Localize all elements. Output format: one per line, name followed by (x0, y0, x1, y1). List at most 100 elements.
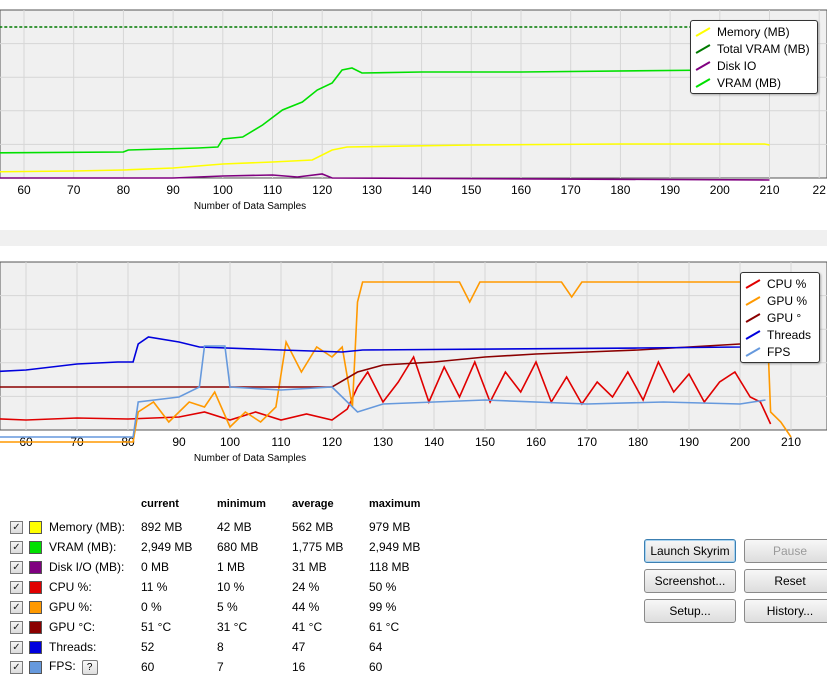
stat-label: Threads: (49, 640, 97, 654)
show-series-checkbox[interactable]: ✓ (10, 620, 23, 634)
pause-button[interactable]: Pause (744, 539, 827, 563)
x-tick-label: 150 (461, 183, 481, 197)
x-tick-label: 190 (679, 435, 699, 449)
legend-item: Disk IO (695, 57, 813, 74)
stat-maximum: 99 % (369, 600, 397, 614)
x-tick-label: 100 (213, 183, 233, 197)
stat-average: 24 % (292, 580, 320, 594)
setup-button[interactable]: Setup... (644, 599, 736, 623)
series-line-threads (0, 336, 761, 373)
stat-minimum: 5 % (217, 600, 238, 614)
show-series-checkbox[interactable]: ✓ (10, 660, 23, 674)
stat-minimum: 680 MB (217, 540, 259, 554)
series-color-swatch[interactable] (29, 660, 42, 674)
stat-average: 562 MB (292, 520, 334, 534)
performance-chart-legend: CPU % GPU % GPU ° Threads FPS (740, 272, 820, 363)
memory-chart-legend: Memory (MB) Total VRAM (MB) Disk IO VRAM (M… (690, 20, 818, 94)
stat-current: 60 (141, 660, 155, 674)
series-color-swatch[interactable] (29, 540, 42, 554)
legend-swatch (695, 60, 711, 71)
show-series-checkbox[interactable]: ✓ (10, 520, 23, 534)
stat-maximum: 118 MB (369, 560, 410, 574)
stat-row: ✓ Memory (MB): 892 MB 42 MB 562 MB 979 MB (0, 517, 600, 537)
stat-minimum: 1 MB (217, 560, 246, 574)
stat-current: 892 MB (141, 520, 183, 534)
legend-swatch (745, 312, 761, 323)
header-maximum: maximum (369, 498, 421, 510)
x-tick-label: 120 (312, 183, 332, 197)
legend-swatch (695, 77, 711, 88)
legend-label: CPU % (767, 276, 807, 291)
show-series-checkbox[interactable]: ✓ (10, 600, 23, 614)
legend-label: FPS (767, 344, 791, 359)
x-tick-label: 120 (322, 435, 342, 449)
series-color-swatch[interactable] (29, 620, 42, 634)
fps-help-button[interactable]: ? (81, 660, 98, 675)
stat-current: 52 (141, 640, 155, 654)
reset-button[interactable]: Reset (744, 569, 827, 593)
stat-average: 44 % (292, 600, 320, 614)
stat-average: 31 MB (292, 560, 327, 574)
legend-item: GPU % (745, 292, 815, 309)
x-axis-label: Number of Data Samples (194, 201, 306, 212)
memory-chart: 60 70 80 90 100 110 120 130 140 150 160 170 180 190 20… (0, 9, 827, 212)
series-color-swatch[interactable] (29, 520, 42, 534)
stat-current: 11 % (141, 580, 168, 594)
legend-item: VRAM (MB) (695, 74, 813, 91)
stat-row: ✓ FPS:? 60 7 16 60 (0, 657, 600, 677)
series-line-fps (0, 345, 766, 438)
legend-label: GPU ° (767, 310, 802, 325)
stat-average: 47 (292, 640, 306, 654)
x-tick-label: 110 (271, 435, 290, 449)
x-tick-label: 170 (577, 435, 597, 449)
series-color-swatch[interactable] (29, 640, 42, 654)
stat-maximum: 2,949 MB (369, 540, 421, 554)
stat-current: 0 MB (141, 560, 170, 574)
legend-item: GPU ° (745, 309, 815, 326)
legend-swatch (745, 329, 761, 340)
header-current: current (141, 498, 179, 510)
x-axis-label: Number of Data Samples (194, 453, 306, 464)
x-tick-label: 160 (526, 435, 546, 449)
stat-label: VRAM (MB): (49, 540, 117, 554)
x-tick-label: 110 (263, 183, 282, 197)
show-series-checkbox[interactable]: ✓ (10, 580, 23, 594)
legend-item: Threads (745, 326, 815, 343)
history-button[interactable]: History... (744, 599, 827, 623)
stat-average: 1,775 MB (292, 540, 344, 554)
performance-chart: 60 70 80 90 100 110 120 130 140 150 160 170 180 190 20… (0, 261, 827, 464)
series-color-swatch[interactable] (29, 600, 42, 614)
x-tick-label: 130 (373, 435, 393, 449)
show-series-checkbox[interactable]: ✓ (10, 640, 23, 654)
series-color-swatch[interactable] (29, 580, 42, 594)
legend-swatch (745, 278, 761, 289)
stat-label: GPU °C: (49, 620, 96, 634)
launch-skyrim-button[interactable]: Launch Skyrim (644, 539, 736, 563)
legend-label: Total VRAM (MB) (717, 41, 810, 56)
show-series-checkbox[interactable]: ✓ (10, 560, 23, 574)
x-tick-label: 160 (511, 183, 531, 197)
stat-label: Disk I/O (MB): (49, 560, 125, 574)
legend-label: GPU % (767, 293, 808, 308)
legend-swatch (745, 295, 761, 306)
legend-label: Threads (767, 327, 812, 342)
memory-chart-panel: 60 70 80 90 100 110 120 130 140 150 160 170 180 190 20… (0, 0, 827, 230)
series-color-swatch[interactable] (29, 560, 42, 574)
x-tick-label: 180 (628, 435, 648, 449)
x-tick-label: 210 (781, 435, 801, 449)
x-tick-label: 90 (166, 183, 180, 197)
legend-item: Total VRAM (MB) (695, 40, 813, 57)
stat-current: 51 °C (141, 620, 172, 634)
stat-maximum: 50 % (369, 580, 397, 594)
x-tick-label: 60 (17, 183, 31, 197)
x-tick-label: 210 (759, 183, 779, 197)
stat-row: ✓ GPU °C: 51 °C 31 °C 41 °C 61 °C (0, 617, 600, 637)
show-series-checkbox[interactable]: ✓ (10, 540, 23, 554)
x-tick-label: 140 (412, 183, 432, 197)
screenshot-button[interactable]: Screenshot... (644, 569, 736, 593)
stat-minimum: 10 % (217, 580, 245, 594)
x-tick-label: 140 (424, 435, 444, 449)
legend-label: Disk IO (717, 58, 757, 73)
series-line-vram-mb- (0, 67, 765, 154)
legend-label: VRAM (MB) (717, 75, 781, 90)
